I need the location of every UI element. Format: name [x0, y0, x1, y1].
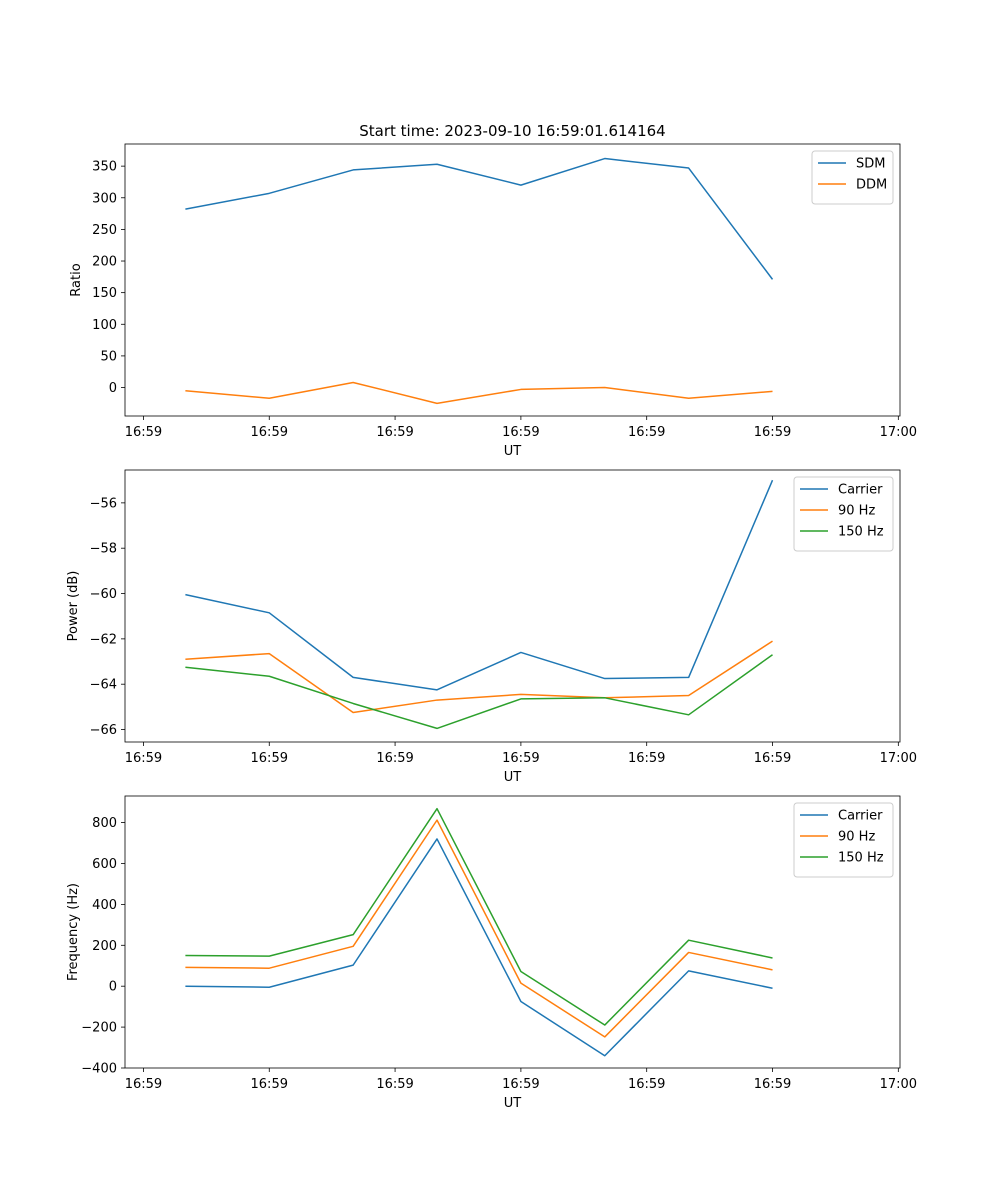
x-tick-label: 16:59	[628, 751, 665, 766]
axes-frame	[124, 795, 901, 1069]
legend-label: 90 Hz	[838, 830, 875, 845]
x-axis-label: UT	[504, 1096, 522, 1111]
x-tick-label: 16:59	[125, 425, 162, 440]
legend-label: SDM	[856, 157, 885, 172]
legend-box	[793, 802, 894, 878]
y-tick-label: −56	[90, 496, 117, 511]
y-tick-label: 150	[92, 286, 117, 301]
series-line-90-hz	[185, 640, 773, 714]
x-tick-label: 16:59	[502, 751, 539, 766]
y-axis-label: Ratio	[69, 263, 84, 296]
legend-label: Carrier	[838, 483, 883, 498]
y-tick-label: 0	[109, 381, 117, 396]
y-tick-label: 250	[92, 223, 117, 238]
x-tick-label: 16:59	[251, 425, 288, 440]
x-tick-label: 16:59	[125, 751, 162, 766]
x-tick-label: 16:59	[754, 425, 791, 440]
x-tick-label: 16:59	[376, 425, 413, 440]
y-tick-label: 50	[100, 349, 117, 364]
axes-frame	[124, 143, 901, 417]
y-tick-label: 400	[92, 898, 117, 913]
y-tick-label: 0	[109, 980, 117, 995]
y-tick-label: −60	[90, 587, 117, 602]
x-tick-label: 16:59	[754, 751, 791, 766]
x-tick-label: 16:59	[502, 1077, 539, 1092]
legend-label: 150 Hz	[838, 851, 884, 866]
x-tick-label: 16:59	[125, 1077, 162, 1092]
x-axis-label: UT	[504, 444, 522, 459]
legend: Carrier 90 Hz 150 Hz	[793, 802, 894, 878]
series-line-150-hz	[185, 807, 773, 1026]
series-line-sdm	[185, 157, 774, 280]
series-line-90-hz	[185, 819, 773, 1038]
legend: Carrier 90 Hz 150 Hz	[793, 476, 894, 552]
y-tick-label: 350	[92, 160, 117, 175]
subplot-1: 16:59 16:59 16:59 16:59 16:59 16:59 17:00 0 50 10…	[69, 143, 917, 459]
y-axis-label: Power (dB)	[66, 571, 81, 642]
x-tick-label: 16:59	[754, 1077, 791, 1092]
y-tick-label: −400	[81, 1062, 117, 1077]
y-tick-label: 200	[92, 255, 117, 270]
series-line-150-hz	[185, 654, 773, 730]
legend-label: DDM	[856, 178, 887, 193]
legend-label: 90 Hz	[838, 504, 875, 519]
x-tick-label: 17:00	[880, 425, 917, 440]
legend-label: Carrier	[838, 809, 883, 824]
y-tick-label: 600	[92, 857, 117, 872]
series-line-ddm	[185, 381, 773, 405]
y-tick-label: 200	[92, 939, 117, 954]
legend-box	[793, 476, 894, 552]
y-tick-label: 100	[92, 318, 117, 333]
x-tick-label: 16:59	[628, 425, 665, 440]
y-tick-label: −58	[90, 542, 117, 557]
x-tick-label: 17:00	[880, 751, 917, 766]
y-tick-label: 300	[92, 191, 117, 206]
y-tick-label: −200	[81, 1021, 117, 1036]
legend: SDM DDM	[811, 150, 894, 205]
x-tick-label: 16:59	[376, 1077, 413, 1092]
y-tick-label: 800	[92, 816, 117, 831]
series-line-carrier	[185, 838, 773, 1057]
y-tick-label: −64	[90, 678, 117, 693]
x-tick-label: 16:59	[251, 751, 288, 766]
plots-container: 16:59 16:59 16:59 16:59 16:59 16:59 17:00 0 50 10…	[66, 143, 917, 1111]
y-axis-label: Frequency (Hz)	[66, 883, 81, 981]
subplot-2: 16:59 16:59 16:59 16:59 16:59 16:59 17:00 −66 −6…	[66, 469, 917, 785]
y-tick-label: −66	[90, 723, 117, 738]
x-axis-label: UT	[504, 770, 522, 785]
figure-title: Start time: 2023-09-10 16:59:01.614164	[359, 122, 665, 140]
x-tick-label: 16:59	[376, 751, 413, 766]
x-tick-label: 16:59	[502, 425, 539, 440]
x-tick-label: 17:00	[880, 1077, 917, 1092]
series-line-carrier	[185, 479, 774, 691]
legend-box	[811, 150, 894, 205]
x-tick-label: 16:59	[251, 1077, 288, 1092]
x-tick-label: 16:59	[628, 1077, 665, 1092]
axes-frame	[124, 469, 901, 743]
y-tick-label: −62	[90, 632, 117, 647]
subplot-3: 16:59 16:59 16:59 16:59 16:59 16:59 17:00 −400 −…	[66, 795, 917, 1111]
legend-label: 150 Hz	[838, 525, 884, 540]
